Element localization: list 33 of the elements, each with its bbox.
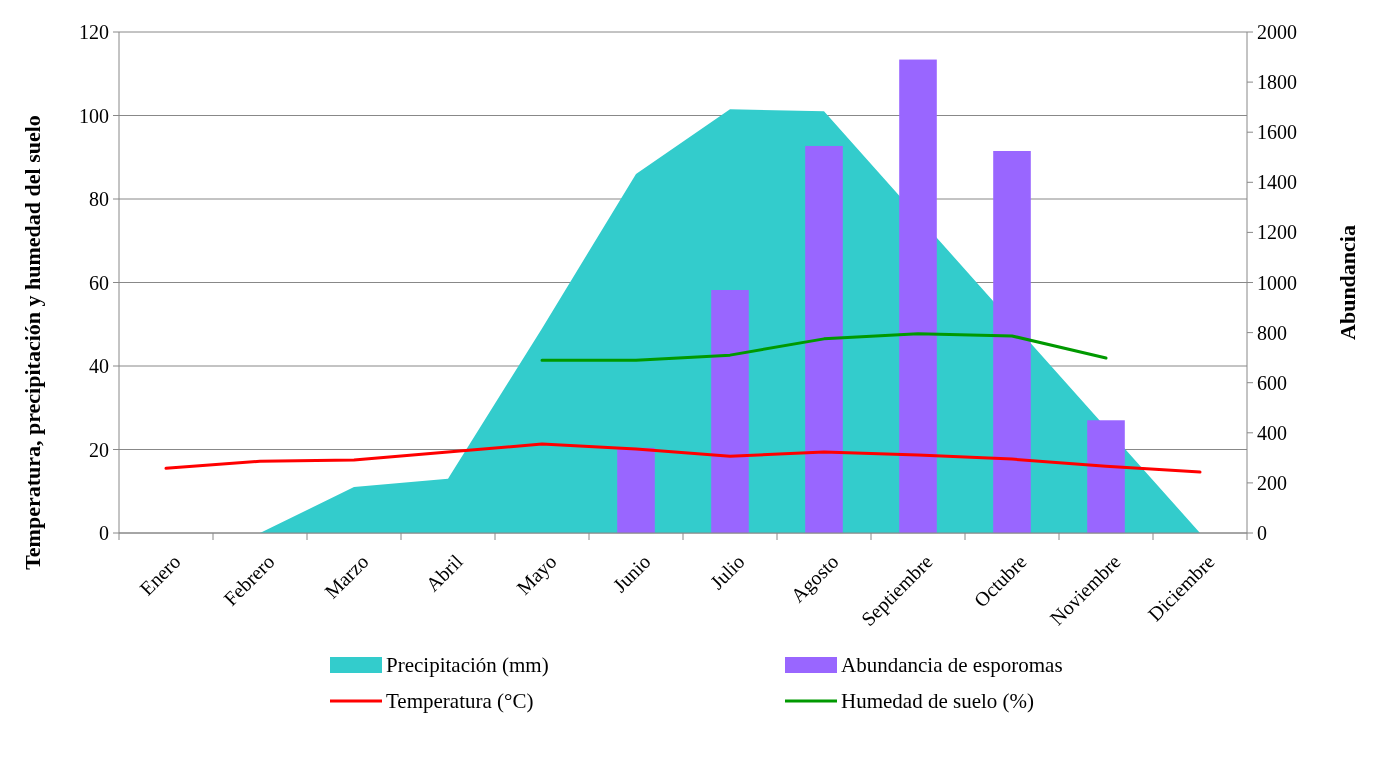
bar (805, 145, 843, 533)
y2-tick-label: 2000 (1257, 21, 1297, 43)
bar (1087, 420, 1125, 533)
y-tick-label: 100 (79, 104, 109, 127)
y-tick-label: 20 (89, 438, 109, 461)
legend-label: Precipitación (mm) (386, 653, 549, 678)
x-tick-label: Julio (705, 550, 749, 594)
y2-tick-label: 1600 (1257, 121, 1297, 144)
legend-label: Temperatura (°C) (386, 689, 534, 714)
y2-tick-label: 1000 (1257, 271, 1297, 294)
y2-tick-label: 1800 (1257, 71, 1297, 94)
y2-tick-label: 400 (1257, 421, 1287, 444)
legend-label: Abundancia de esporomas (841, 653, 1063, 678)
y-axis-title: Temperatura, precipitación y humedad del suelo (20, 115, 45, 570)
bar (711, 290, 749, 533)
line-series (164, 442, 1202, 474)
y-tick-label: 60 (89, 271, 109, 294)
y-tick-label: 120 (79, 21, 109, 43)
bar (617, 447, 655, 533)
y2-tick-label: 1200 (1257, 221, 1297, 244)
y2-tick-label: 1400 (1257, 171, 1297, 194)
bar (993, 150, 1031, 533)
y2-tick-label: 800 (1257, 321, 1287, 344)
y-tick-label: 80 (89, 188, 109, 210)
y2-tick-label: 0 (1257, 522, 1267, 544)
y-tick-label: 0 (99, 522, 109, 544)
y2-tick-label: 600 (1257, 371, 1287, 394)
y2-axis-title: Abundancia (1335, 225, 1360, 340)
bar (899, 59, 937, 533)
line-series (540, 332, 1108, 362)
y-tick-label: 40 (89, 355, 109, 377)
legend-label: Humedad de suelo (%) (841, 689, 1035, 714)
y2-tick-label: 200 (1257, 471, 1287, 494)
